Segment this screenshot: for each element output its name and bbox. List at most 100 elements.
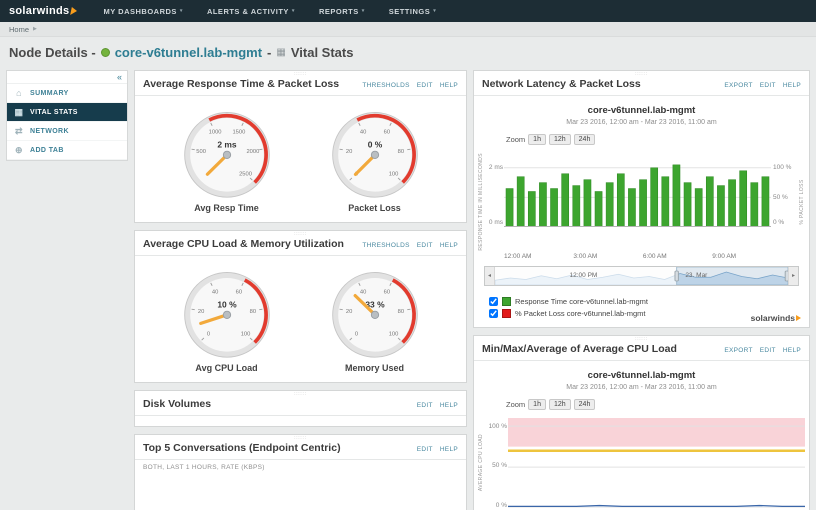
nav-reports[interactable]: REPORTS ▾ xyxy=(319,7,365,16)
drag-handle-icon[interactable] xyxy=(635,337,648,342)
help-link[interactable]: HELP xyxy=(440,242,458,249)
svg-text:10 %: 10 % xyxy=(217,299,237,309)
logo-swoosh-icon xyxy=(71,7,79,15)
help-link[interactable]: HELP xyxy=(440,82,458,89)
chart-navigator[interactable]: ◂ 12:00 PM 23. Mar ▸ xyxy=(484,266,799,286)
chart-subtitle: Mar 23 2016, 12:00 am - Mar 23 2016, 11:… xyxy=(474,381,809,391)
zoom-label: Zoom xyxy=(506,135,525,144)
sidebar-item-add-tab[interactable]: ADD TAB xyxy=(7,141,127,160)
latency-plot xyxy=(504,153,771,251)
card-title: Disk Volumes xyxy=(143,398,211,410)
gauge-label: Memory Used xyxy=(345,363,404,373)
zoom-1h-button[interactable]: 1h xyxy=(528,134,546,145)
y-tick: 0 ms xyxy=(489,219,503,226)
drag-handle-icon[interactable] xyxy=(294,72,307,77)
export-link[interactable]: EXPORT xyxy=(724,347,752,354)
drag-handle-icon[interactable] xyxy=(294,436,307,441)
svg-text:0 %: 0 % xyxy=(367,139,382,149)
chevron-down-icon: ▾ xyxy=(433,8,436,14)
navigator-scroll-left-button[interactable]: ◂ xyxy=(485,267,495,285)
drag-handle-icon[interactable] xyxy=(294,392,307,397)
help-link[interactable]: HELP xyxy=(440,402,458,409)
solarwinds-watermark: solarwinds xyxy=(751,313,801,323)
svg-text:40: 40 xyxy=(211,290,217,296)
edit-link[interactable]: EDIT xyxy=(417,242,433,249)
svg-text:2500: 2500 xyxy=(239,171,252,177)
svg-text:60: 60 xyxy=(235,290,241,296)
navigator-label: 23. Mar xyxy=(685,272,707,279)
svg-text:0: 0 xyxy=(206,331,209,337)
card-title: Network Latency & Packet Loss xyxy=(482,78,641,90)
svg-text:20: 20 xyxy=(345,149,351,155)
help-link[interactable]: HELP xyxy=(783,347,801,354)
breadcrumb: Home ▶ xyxy=(0,22,816,37)
drag-handle-icon[interactable] xyxy=(635,72,648,77)
edit-link[interactable]: EDIT xyxy=(760,82,776,89)
thresholds-link[interactable]: THRESHOLDS xyxy=(362,242,409,249)
sidebar-collapse-button[interactable]: « xyxy=(117,73,122,82)
top-navbar: solarwinds MY DASHBOARDS ▾ ALERTS & ACTI… xyxy=(0,0,816,22)
drag-handle-icon[interactable] xyxy=(294,232,307,237)
zoom-12h-button[interactable]: 12h xyxy=(549,399,571,410)
edit-link[interactable]: EDIT xyxy=(417,82,433,89)
solarwinds-logo[interactable]: solarwinds xyxy=(9,5,77,17)
navigator-area-chart[interactable] xyxy=(495,267,788,285)
chart-title: core-v6tunnel.lab-mgmt xyxy=(474,361,809,381)
zoom-24h-button[interactable]: 24h xyxy=(574,134,596,145)
legend-checkbox[interactable] xyxy=(489,297,498,306)
card-title: Average Response Time & Packet Loss xyxy=(143,78,339,90)
view-sidebar: « SUMMARY VITAL STATS NETWORK ADD TAB xyxy=(6,70,128,161)
view-name: Vital Stats xyxy=(291,45,354,60)
svg-text:60: 60 xyxy=(383,130,389,136)
zoom-24h-button[interactable]: 24h xyxy=(574,399,596,410)
nav-my-dashboards[interactable]: MY DASHBOARDS ▾ xyxy=(103,7,182,16)
x-tick: 3:00 AM xyxy=(573,253,597,260)
legend-checkbox[interactable] xyxy=(489,309,498,318)
legend-response-time[interactable]: Response Time core-v6tunnel.lab-mgmt xyxy=(489,297,809,306)
chevron-down-icon: ▾ xyxy=(362,8,365,14)
breadcrumb-home-link[interactable]: Home xyxy=(9,25,29,34)
nav-alerts-activity[interactable]: ALERTS & ACTIVITY ▾ xyxy=(207,7,295,16)
sidebar-item-summary[interactable]: SUMMARY xyxy=(7,84,127,103)
thresholds-link[interactable]: THRESHOLDS xyxy=(362,82,409,89)
left-column: Average Response Time & Packet Loss THRE… xyxy=(134,70,467,510)
nav-settings[interactable]: SETTINGS ▾ xyxy=(389,7,437,16)
edit-link[interactable]: EDIT xyxy=(760,347,776,354)
chevron-down-icon: ▾ xyxy=(292,8,295,14)
svg-text:60: 60 xyxy=(383,290,389,296)
node-status-up-icon xyxy=(101,48,110,57)
y-axis-label-right: % PACKET LOSS xyxy=(799,179,805,224)
zoom-12h-button[interactable]: 12h xyxy=(549,134,571,145)
sidebar-header: « xyxy=(7,71,127,84)
y-tick: 100 % xyxy=(773,164,791,171)
svg-text:1000: 1000 xyxy=(208,130,221,136)
nav-label: ALERTS & ACTIVITY xyxy=(207,7,289,16)
help-link[interactable]: HELP xyxy=(440,446,458,453)
node-link[interactable]: core-v6tunnel.lab-mgmt xyxy=(115,45,262,60)
y-axis-label-left: RESPONSE TIME IN MILLISECONDS xyxy=(478,153,484,251)
svg-text:80: 80 xyxy=(397,149,403,155)
svg-text:500: 500 xyxy=(196,149,206,155)
watermark-text: solarwinds xyxy=(751,313,795,323)
card-cpu-minmax: Min/Max/Average of Average CPU Load EXPO… xyxy=(473,335,810,510)
sidebar-item-vital-stats[interactable]: VITAL STATS xyxy=(7,103,127,122)
chart-subtitle: Mar 23 2016, 12:00 am - Mar 23 2016, 11:… xyxy=(474,116,809,126)
export-link[interactable]: EXPORT xyxy=(724,82,752,89)
main-menu: MY DASHBOARDS ▾ ALERTS & ACTIVITY ▾ REPO… xyxy=(103,7,436,16)
card-title: Top 5 Conversations (Endpoint Centric) xyxy=(143,442,341,454)
zoom-1h-button[interactable]: 1h xyxy=(528,399,546,410)
navigator-label: 12:00 PM xyxy=(570,272,598,279)
card-subtitle: BOTH, LAST 1 HOURS, RATE (KBPS) xyxy=(135,460,466,473)
y-tick: 100 % xyxy=(489,423,507,430)
svg-text:1500: 1500 xyxy=(232,130,245,136)
view-grid-icon xyxy=(276,47,285,58)
help-link[interactable]: HELP xyxy=(783,82,801,89)
avg-resp-time-gauge: 50010001500200025002 ms xyxy=(181,107,273,199)
card-top5-conversations: Top 5 Conversations (Endpoint Centric) E… xyxy=(134,434,467,510)
navigator-scroll-right-button[interactable]: ▸ xyxy=(788,267,798,285)
sidebar-item-network[interactable]: NETWORK xyxy=(7,122,127,141)
y-tick: 50 % xyxy=(773,194,788,201)
edit-link[interactable]: EDIT xyxy=(417,402,433,409)
x-tick: 12:00 AM xyxy=(504,253,531,260)
edit-link[interactable]: EDIT xyxy=(417,446,433,453)
